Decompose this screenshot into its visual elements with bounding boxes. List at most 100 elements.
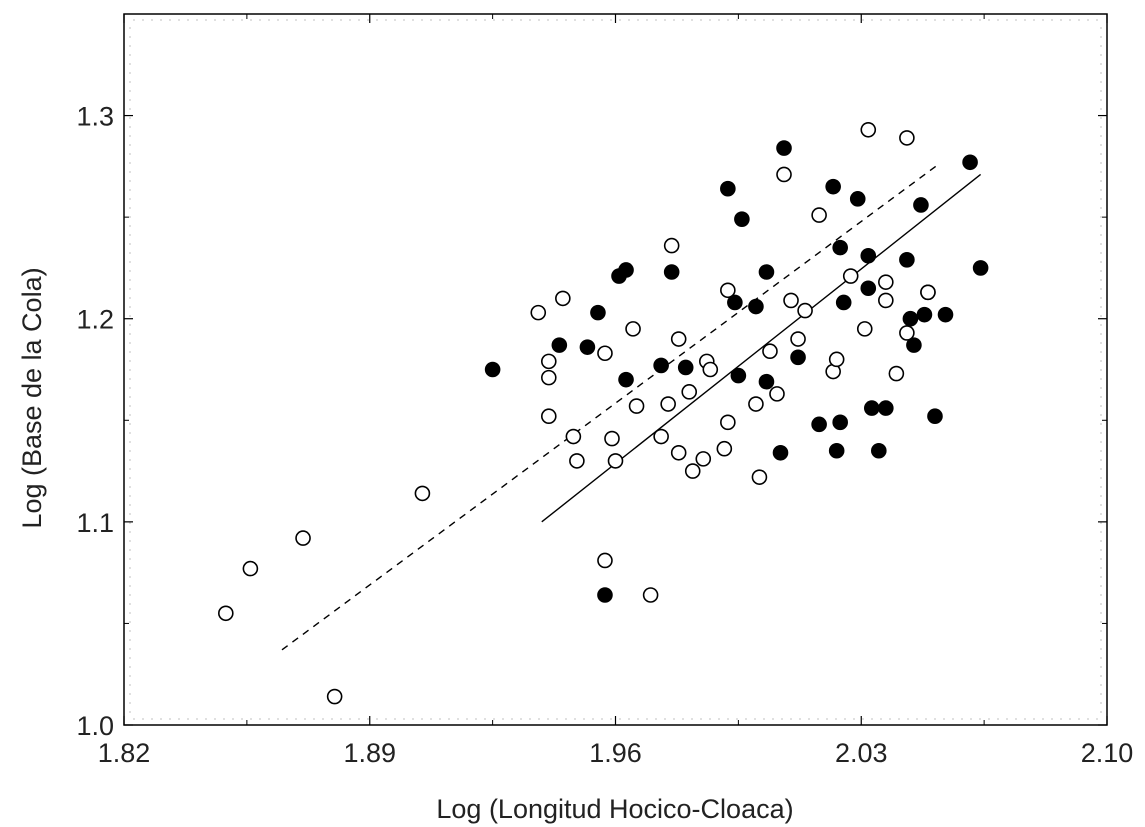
edge-dot xyxy=(1100,315,1102,317)
edge-dot xyxy=(646,718,648,720)
edge-dot xyxy=(745,19,747,21)
edge-dot xyxy=(259,19,261,21)
edge-dot xyxy=(1100,63,1102,65)
edge-dot xyxy=(1069,19,1071,21)
edge-dot xyxy=(1100,396,1102,398)
edge-dot xyxy=(129,630,131,632)
open-point xyxy=(642,587,659,603)
edge-dot xyxy=(466,19,468,21)
edge-dot xyxy=(129,612,131,614)
edge-dot xyxy=(970,19,972,21)
edge-dot xyxy=(1100,603,1102,605)
edge-dot xyxy=(934,19,936,21)
edge-dot xyxy=(475,19,477,21)
filled-point xyxy=(579,339,596,355)
edge-dot xyxy=(763,718,765,720)
open-point xyxy=(702,361,719,378)
edge-dot xyxy=(574,718,576,720)
edge-dot xyxy=(889,19,891,21)
edge-dot xyxy=(763,19,765,21)
edge-dot xyxy=(718,19,720,21)
filled-point xyxy=(962,154,978,171)
edge-dot xyxy=(1100,45,1102,47)
edge-dot xyxy=(1087,19,1089,21)
edge-dot xyxy=(439,19,441,21)
edge-dot xyxy=(129,135,131,137)
edge-dot xyxy=(1100,225,1102,227)
edge-dot xyxy=(979,19,981,21)
edge-dot xyxy=(129,54,131,56)
edge-dot xyxy=(1100,558,1102,560)
edge-dot xyxy=(925,718,927,720)
filled-point xyxy=(899,252,915,268)
edge-dot xyxy=(1060,19,1062,21)
edge-dot xyxy=(781,718,783,720)
edge-dot xyxy=(430,19,432,21)
edge-dot xyxy=(250,19,252,21)
open-point xyxy=(783,292,799,309)
edge-dot xyxy=(790,19,792,21)
edge-dot xyxy=(799,19,801,21)
edge-dot xyxy=(129,63,131,65)
edge-dot xyxy=(1100,684,1102,686)
edge-dot xyxy=(129,702,131,704)
edge-dot xyxy=(1100,531,1102,533)
edge-dot xyxy=(129,585,131,587)
edge-dot xyxy=(655,19,657,21)
edge-dot xyxy=(1100,540,1102,542)
edge-dot xyxy=(129,153,131,155)
edge-dot xyxy=(129,486,131,488)
edge-dot xyxy=(1100,504,1102,506)
edge-dot xyxy=(129,504,131,506)
edge-dot xyxy=(129,315,131,317)
edge-dot xyxy=(520,19,522,21)
edge-dot xyxy=(538,19,540,21)
edge-dot xyxy=(304,19,306,21)
filled-point xyxy=(677,359,694,376)
x-axis-title: Log (Longitud Hocico-Cloaca) xyxy=(436,794,793,824)
edge-dot xyxy=(835,19,837,21)
edge-dot xyxy=(637,718,639,720)
edge-dot xyxy=(835,718,837,720)
edge-dot xyxy=(556,718,558,720)
x-tick-label: 1.82 xyxy=(98,738,151,768)
edge-dot xyxy=(223,19,225,21)
edge-dot xyxy=(493,718,495,720)
x-axis-ticks: 1.82 1.89 1.96 2.03 2.10 xyxy=(98,14,1133,768)
edge-dot xyxy=(1100,36,1102,38)
edge-dot xyxy=(1100,297,1102,299)
edge-dot xyxy=(129,324,131,326)
edge-dot xyxy=(340,718,342,720)
edge-dot xyxy=(754,19,756,21)
edge-dot xyxy=(511,19,513,21)
edge-dot xyxy=(1100,270,1102,272)
edge-dot xyxy=(129,126,131,128)
open-point xyxy=(899,130,915,146)
open-point xyxy=(762,343,778,360)
edge-dot xyxy=(385,718,387,720)
edge-dot xyxy=(1100,207,1102,209)
edge-dot xyxy=(331,19,333,21)
edge-dot xyxy=(754,718,756,720)
y-tick-label: 1.1 xyxy=(76,508,114,538)
edge-dot xyxy=(943,718,945,720)
edge-dot xyxy=(889,718,891,720)
open-point xyxy=(597,345,613,362)
edge-dot xyxy=(1100,72,1102,74)
edge-dot xyxy=(129,711,131,713)
edge-dot xyxy=(129,513,131,515)
edge-dot xyxy=(691,718,693,720)
edge-dot xyxy=(129,261,131,263)
edge-dot xyxy=(880,19,882,21)
edge-dot xyxy=(129,351,131,353)
edge-dot xyxy=(781,19,783,21)
filled-point xyxy=(828,442,845,459)
edge-dot xyxy=(129,90,131,92)
edge-dot xyxy=(727,718,729,720)
edge-dot xyxy=(1096,19,1098,21)
edge-dot xyxy=(916,19,918,21)
edge-dot xyxy=(129,387,131,389)
edge-dot xyxy=(709,718,711,720)
edge-dot xyxy=(1033,718,1035,720)
edge-dot xyxy=(129,207,131,209)
